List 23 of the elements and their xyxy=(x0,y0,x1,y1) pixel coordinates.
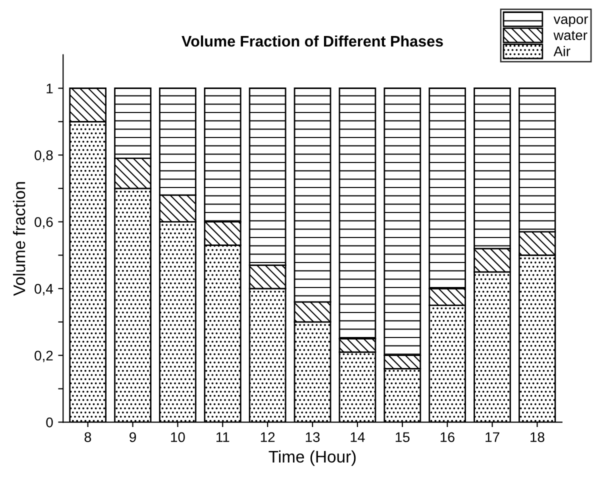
x-tick-label: 17 xyxy=(486,432,500,442)
y-tick-label: 0 xyxy=(46,417,53,428)
x-tick-label: 13 xyxy=(306,432,320,442)
x-tick-label: 12 xyxy=(260,432,275,442)
x-tick-label: 14 xyxy=(350,432,365,442)
y-tick-label: 0,2 xyxy=(34,350,53,362)
legend-label: vapor xyxy=(554,16,588,27)
x-axis-title: Time (Hour) xyxy=(268,450,356,466)
x-tick-label: 8 xyxy=(84,432,92,442)
y-axis-title: Volume fraction xyxy=(12,182,26,296)
y-tick-label: 1 xyxy=(46,84,53,94)
x-tick-label: 15 xyxy=(396,432,410,442)
y-tick-label: 0,8 xyxy=(34,150,53,162)
y-tick-label: 0,4 xyxy=(34,284,53,296)
legend-label: water xyxy=(554,31,588,40)
x-tick-label: 10 xyxy=(171,432,185,442)
x-tick-label: 18 xyxy=(530,432,544,442)
x-tick-label: 11 xyxy=(216,432,230,442)
y-tick-label: 0,6 xyxy=(34,217,53,229)
legend-label: Air xyxy=(554,46,570,56)
x-tick-label: 16 xyxy=(440,432,454,442)
x-tick-label: 9 xyxy=(130,432,136,442)
chart-title: Volume Fraction of Different Phases xyxy=(182,35,443,47)
